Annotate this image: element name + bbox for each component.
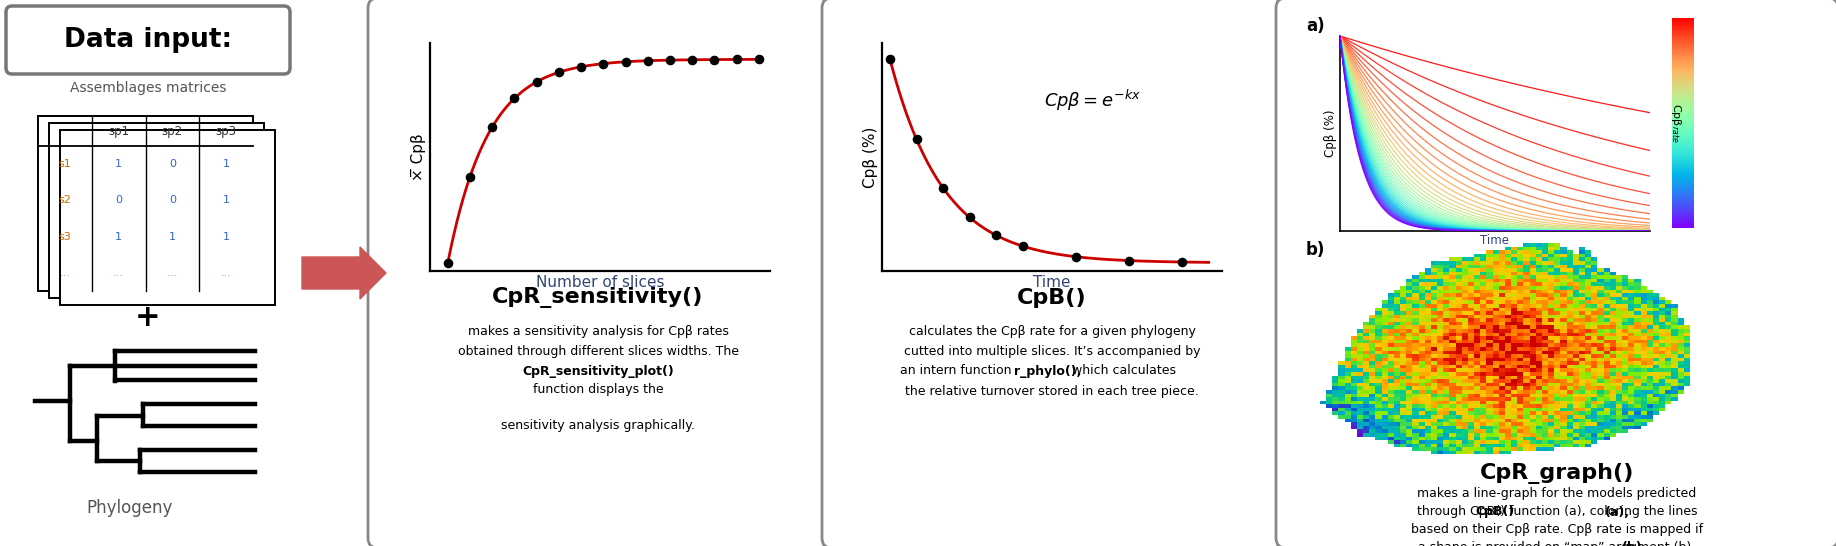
Point: [455, 173, 485, 181]
Point: [955, 213, 984, 222]
Text: 1: 1: [222, 159, 230, 169]
Text: CpR_sensitivity_plot(): CpR_sensitivity_plot(): [521, 365, 674, 377]
Y-axis label: ×̅ Cpβ: ×̅ Cpβ: [411, 133, 426, 181]
Text: makes a sensitivity analysis for Cpβ rates: makes a sensitivity analysis for Cpβ rat…: [468, 324, 729, 337]
Point: [521, 78, 551, 86]
FancyBboxPatch shape: [1276, 0, 1836, 546]
FancyBboxPatch shape: [823, 0, 1282, 546]
Point: [700, 55, 729, 64]
Text: CpR_graph(): CpR_graph(): [1480, 464, 1634, 484]
FancyBboxPatch shape: [367, 0, 828, 546]
Text: CpB(): CpB(): [1017, 288, 1087, 308]
Point: [633, 56, 663, 65]
Text: CpR_sensitivity(): CpR_sensitivity(): [492, 288, 703, 308]
Text: which calculates: which calculates: [1072, 365, 1177, 377]
Text: $Cp\beta = e^{-kx}$: $Cp\beta = e^{-kx}$: [1045, 87, 1142, 112]
Point: [655, 56, 685, 64]
Text: s1: s1: [59, 159, 72, 169]
Point: [1114, 256, 1144, 265]
Text: 0: 0: [169, 159, 176, 169]
Point: [929, 183, 958, 192]
Text: b): b): [1305, 241, 1326, 259]
Text: sensitivity analysis graphically.: sensitivity analysis graphically.: [501, 418, 696, 431]
FancyArrow shape: [301, 247, 386, 299]
Text: sp2: sp2: [162, 124, 184, 138]
Point: [611, 57, 641, 66]
FancyBboxPatch shape: [61, 130, 275, 305]
Y-axis label: Cpβ$_{rate}$: Cpβ$_{rate}$: [1669, 103, 1684, 143]
Text: 0: 0: [116, 195, 123, 205]
Point: [567, 62, 597, 71]
Point: [982, 231, 1012, 240]
Text: the relative turnover stored in each tree piece.: the relative turnover stored in each tre…: [905, 384, 1199, 397]
Text: calculates the Cpβ rate for a given phylogeny: calculates the Cpβ rate for a given phyl…: [909, 324, 1195, 337]
Text: Phylogeny: Phylogeny: [86, 499, 173, 517]
Point: [1061, 252, 1091, 261]
Text: through CpB() function (a), coloring the lines: through CpB() function (a), coloring the…: [1417, 506, 1696, 519]
Y-axis label: Cpβ (%): Cpβ (%): [863, 126, 878, 188]
Text: 1: 1: [222, 232, 230, 242]
Point: [1168, 258, 1197, 266]
Point: [744, 55, 773, 64]
Text: s2: s2: [59, 195, 72, 205]
Text: s3: s3: [59, 232, 72, 242]
Text: 1: 1: [116, 232, 123, 242]
X-axis label: Number of slices: Number of slices: [536, 275, 665, 290]
Point: [499, 94, 529, 103]
Point: [722, 55, 751, 64]
Text: 1: 1: [169, 232, 176, 242]
Point: [433, 258, 463, 267]
Point: [543, 68, 573, 76]
Text: CpB(): CpB(): [1476, 506, 1515, 519]
Text: ...: ...: [114, 268, 125, 278]
Point: [876, 55, 905, 64]
FancyBboxPatch shape: [6, 6, 290, 74]
Text: based on their Cpβ rate. Cpβ rate is mapped if: based on their Cpβ rate. Cpβ rate is map…: [1410, 524, 1704, 537]
Text: (b).: (b).: [1623, 542, 1647, 546]
Text: (a),: (a),: [1605, 506, 1630, 519]
Point: [1008, 242, 1037, 251]
Text: a shape is provided on “map” argument (b).: a shape is provided on “map” argument (b…: [1419, 542, 1696, 546]
Text: ...: ...: [220, 268, 231, 278]
Point: [589, 60, 619, 68]
Point: [477, 123, 507, 132]
Text: sp1: sp1: [108, 124, 129, 138]
Text: ...: ...: [167, 268, 178, 278]
Point: [677, 55, 707, 64]
Text: Assemblages matrices: Assemblages matrices: [70, 81, 226, 95]
Text: 0: 0: [169, 195, 176, 205]
Text: sp3: sp3: [215, 124, 237, 138]
Text: obtained through different slices widths. The: obtained through different slices widths…: [457, 345, 738, 358]
Text: Data input:: Data input:: [64, 27, 231, 53]
Point: [901, 135, 931, 144]
Text: a): a): [1305, 17, 1324, 35]
Text: function displays the: function displays the: [532, 383, 663, 395]
X-axis label: Time: Time: [1034, 275, 1070, 290]
Text: 1: 1: [116, 159, 123, 169]
Text: an intern function: an intern function: [900, 365, 1012, 377]
Text: cutted into multiple slices. It’s accompanied by: cutted into multiple slices. It’s accomp…: [903, 345, 1201, 358]
Text: makes a line-graph for the models predicted: makes a line-graph for the models predic…: [1417, 488, 1696, 501]
Text: ...: ...: [59, 268, 70, 278]
FancyBboxPatch shape: [50, 123, 264, 298]
Text: r_phylo(),: r_phylo(),: [1013, 365, 1081, 377]
Y-axis label: Cpβ (%): Cpβ (%): [1324, 110, 1337, 157]
Text: +: +: [136, 304, 162, 333]
FancyBboxPatch shape: [39, 116, 253, 291]
Text: 1: 1: [222, 195, 230, 205]
X-axis label: Time: Time: [1480, 234, 1509, 247]
